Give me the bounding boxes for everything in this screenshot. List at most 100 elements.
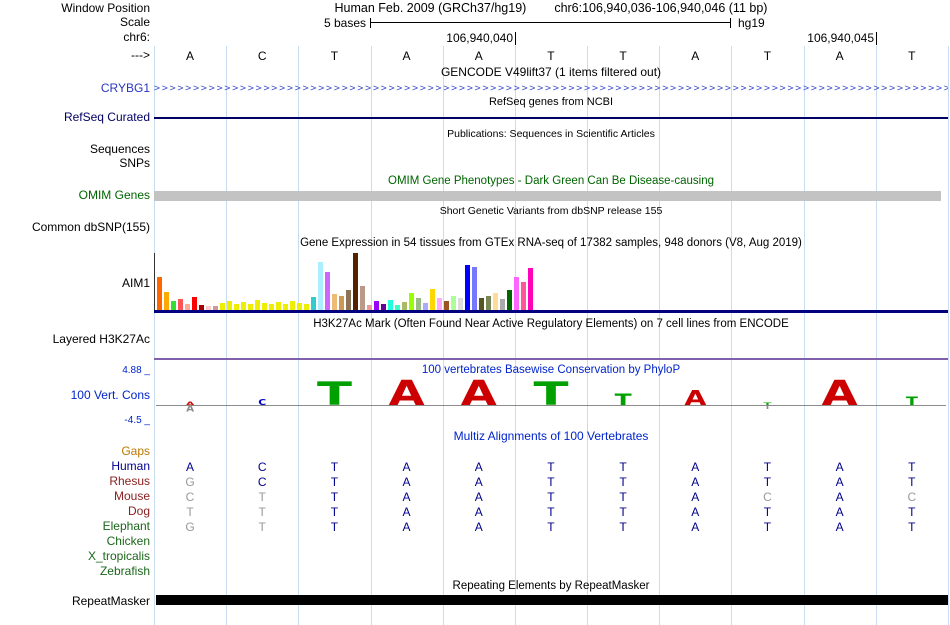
gtex-expression-bar[interactable]	[388, 300, 393, 310]
gtex-expression-bar[interactable]	[157, 277, 162, 310]
gtex-expression-bar[interactable]	[332, 294, 337, 310]
alignment-base: A	[402, 505, 411, 519]
gtex-expression-bar[interactable]	[290, 301, 295, 310]
gtex-expression-bar[interactable]	[486, 296, 491, 310]
gtex-expression-bar[interactable]	[311, 297, 316, 310]
gtex-expression-bar[interactable]	[318, 262, 323, 310]
gtex-expression-bar[interactable]	[353, 253, 358, 310]
gtex-expression-bar[interactable]	[402, 302, 407, 310]
gtex-expression-bar[interactable]	[297, 303, 302, 310]
publications-sequences-label[interactable]: Sequences	[89, 142, 150, 156]
gtex-expression-bar[interactable]	[395, 305, 400, 310]
gtex-expression-bar[interactable]	[514, 277, 519, 310]
gtex-expression-bar[interactable]	[199, 305, 204, 310]
gtex-expression-bar[interactable]	[479, 298, 484, 310]
gtex-expression-bar[interactable]	[367, 305, 372, 310]
gtex-expression-bar[interactable]	[276, 302, 281, 310]
h3k27ac-signal-line[interactable]	[154, 358, 948, 360]
gtex-expression-bar[interactable]	[234, 304, 239, 310]
gtex-expression-bar[interactable]	[283, 304, 288, 310]
gtex-expression-bar[interactable]	[458, 298, 463, 310]
gtex-expression-bar[interactable]	[360, 286, 365, 310]
gtex-expression-bar[interactable]	[255, 300, 260, 310]
alignment-base: A	[185, 460, 194, 474]
gtex-expression-bar[interactable]	[206, 306, 211, 310]
species-label-x-tropicalis[interactable]: X_tropicalis	[87, 549, 150, 563]
species-label-zebrafish[interactable]: Zebrafish	[99, 564, 150, 578]
gtex-expression-bar[interactable]	[381, 304, 386, 310]
species-label-rhesus[interactable]: Rhesus	[109, 474, 150, 488]
omim-genes-label[interactable]: OMIM Genes	[78, 188, 150, 202]
gtex-expression-bar[interactable]	[528, 268, 533, 310]
layered-h3k27ac-label[interactable]: Layered H3K27Ac	[52, 332, 150, 346]
gtex-expression-bar[interactable]	[472, 267, 477, 310]
alignment-base: C	[185, 490, 195, 504]
gtex-expression-bar[interactable]	[220, 303, 225, 310]
gencode-transcript-direction-arrows[interactable]: >>>>>>>>>>>>>>>>>>>>>>>>>>>>>>>>>>>>>>>>…	[154, 83, 948, 94]
gtex-expression-bar[interactable]	[444, 301, 449, 310]
alignment-base: G	[185, 520, 195, 534]
alignment-base: A	[835, 460, 844, 474]
refseq-gene-item[interactable]	[154, 117, 948, 119]
refseq-curated-label[interactable]: RefSeq Curated	[63, 110, 150, 124]
gtex-expression-bar[interactable]	[304, 304, 309, 310]
species-label-human[interactable]: Human	[111, 459, 150, 473]
gtex-expression-bar[interactable]	[521, 282, 526, 310]
svg-text:A: A	[186, 404, 194, 414]
gtex-expression-bar[interactable]	[346, 290, 351, 310]
gtex-expression-bar[interactable]	[451, 296, 456, 310]
gtex-expression-bar[interactable]	[409, 293, 414, 310]
alignment-base: T	[547, 490, 555, 504]
alignment-base: A	[835, 520, 844, 534]
common-dbsnp-label[interactable]: Common dbSNP(155)	[31, 220, 150, 234]
gtex-expression-bar[interactable]	[325, 272, 330, 310]
gtex-expression-bar[interactable]	[269, 304, 274, 310]
gtex-expression-bar[interactable]	[171, 301, 176, 310]
gtex-expression-bar[interactable]	[374, 301, 379, 310]
gtex-expression-bar[interactable]	[430, 289, 435, 310]
vert-cons-label[interactable]: 100 Vert. Cons	[70, 388, 150, 402]
gtex-expression-bar[interactable]	[227, 301, 232, 310]
species-label-dog[interactable]: Dog	[127, 504, 150, 518]
multiz-gaps-label[interactable]: Gaps	[121, 444, 150, 458]
svg-text:T: T	[615, 391, 633, 409]
gtex-expression-bar[interactable]	[192, 297, 197, 310]
alignment-base: A	[691, 505, 700, 519]
alignment-base: C	[907, 490, 917, 504]
publications-snps-label[interactable]: SNPs	[119, 156, 150, 170]
gtex-expression-bar[interactable]	[465, 265, 470, 310]
gtex-expression-bar[interactable]	[507, 290, 512, 310]
base-guideline	[731, 46, 733, 625]
gtex-expression-bar[interactable]	[178, 299, 183, 310]
gtex-expression-bar[interactable]	[416, 298, 421, 310]
repeatmasker-label[interactable]: RepeatMasker	[71, 594, 150, 608]
ruler-base: T	[330, 49, 339, 63]
base-guideline	[442, 46, 444, 625]
species-label-mouse[interactable]: Mouse	[113, 489, 150, 503]
position-range: chr6:106,940,036-106,940,046 (11 bp)	[554, 1, 768, 15]
repeatmasker-item[interactable]	[156, 595, 948, 605]
ruler-tick-mark	[876, 32, 877, 45]
gtex-expression-bar[interactable]	[248, 304, 253, 310]
gtex-expression-bar[interactable]	[500, 299, 505, 310]
gtex-expression-bar[interactable]	[339, 296, 344, 310]
gtex-expression-bar[interactable]	[241, 302, 246, 310]
gtex-expression-bar[interactable]	[493, 293, 498, 310]
gtex-expression-bar[interactable]	[423, 303, 428, 310]
ruler-base: T	[619, 49, 627, 63]
gtex-expression-bar[interactable]	[213, 306, 218, 310]
phylop-axis-max: 4.88 _	[122, 365, 150, 376]
gtex-expression-bar[interactable]	[185, 304, 190, 310]
gtex-gene-label[interactable]: AIM1	[121, 276, 150, 290]
base-guideline	[226, 46, 228, 625]
alignment-base: T	[763, 520, 772, 534]
gtex-expression-bar[interactable]	[262, 303, 267, 310]
gtex-expression-bar[interactable]	[437, 298, 442, 310]
gene-item-label-crybg1[interactable]: CRYBG1	[100, 81, 150, 95]
omim-gene-item[interactable]	[154, 191, 941, 201]
species-label-elephant[interactable]: Elephant	[102, 519, 150, 533]
gtex-expression-bar[interactable]	[164, 292, 169, 310]
species-label-chicken[interactable]: Chicken	[106, 534, 150, 548]
